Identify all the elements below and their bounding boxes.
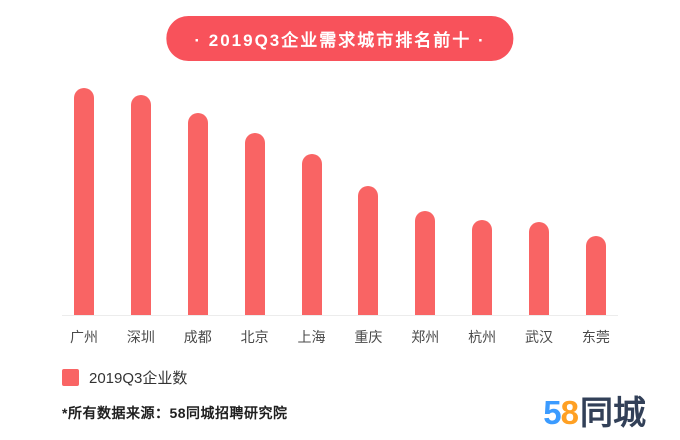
x-tick-label: 广州 xyxy=(70,329,98,345)
bar-rank-10 xyxy=(585,236,606,315)
bar-rank-3 xyxy=(187,113,208,315)
x-tick-label: 东莞 xyxy=(581,329,610,345)
58tongcheng-logo: 58同城 xyxy=(543,386,646,434)
bar-rank-5 xyxy=(301,154,322,315)
bar-column: 北京 xyxy=(233,88,277,345)
legend-label: 2019Q3企业数 xyxy=(89,370,188,387)
legend-swatch xyxy=(62,369,79,386)
bar-chart: 广州 深圳 成都 北京 上海 重庆 郑州 杭州 武汉 东莞 xyxy=(62,88,618,345)
bar-rank-9 xyxy=(529,222,549,315)
bar-rank-1 xyxy=(74,88,94,315)
x-tick-label: 武汉 xyxy=(525,329,553,345)
x-tick-label: 郑州 xyxy=(411,329,440,345)
chart-legend: 2019Q3企业数 xyxy=(62,367,187,388)
chart-title: · 2019Q3企业需求城市排名前十 · xyxy=(194,31,486,50)
logo-tongcheng-text: 同城 xyxy=(580,394,646,431)
bar-column: 武汉 xyxy=(517,88,561,345)
bar-rank-8 xyxy=(472,220,493,315)
bar-rank-4 xyxy=(244,133,265,315)
bar-column: 深圳 xyxy=(119,88,163,345)
x-tick-label: 杭州 xyxy=(468,329,497,345)
logo-digit-5: 5 xyxy=(543,394,561,431)
logo-digit-8: 8 xyxy=(560,394,579,431)
bar-rank-7 xyxy=(415,211,436,315)
bar-column: 上海 xyxy=(290,88,334,345)
bar-rank-6 xyxy=(358,186,379,315)
bar-column: 杭州 xyxy=(460,88,504,345)
bar-column: 成都 xyxy=(176,88,220,345)
x-tick-label: 重庆 xyxy=(354,329,383,345)
x-tick-label: 成都 xyxy=(183,329,212,345)
bar-column: 广州 xyxy=(62,88,106,345)
bar-rank-2 xyxy=(130,95,151,315)
x-tick-label: 北京 xyxy=(240,329,269,345)
x-tick-label: 深圳 xyxy=(126,329,155,345)
data-source-note: *所有数据来源：58同城招聘研究院 xyxy=(62,405,288,421)
bar-column: 郑州 xyxy=(403,88,447,345)
chart-title-pill: · 2019Q3企业需求城市排名前十 · xyxy=(166,16,514,61)
x-tick-label: 上海 xyxy=(297,329,326,345)
bar-column: 东莞 xyxy=(574,88,618,345)
bar-column: 重庆 xyxy=(346,88,390,345)
